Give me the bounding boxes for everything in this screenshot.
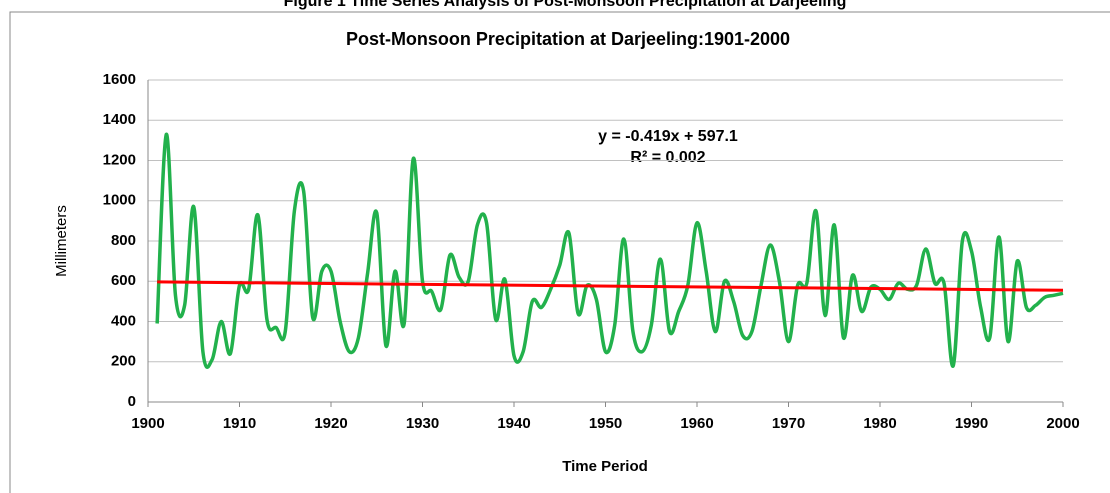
x-axis-label: Time Period xyxy=(562,458,648,475)
x-tick-label: 1970 xyxy=(772,415,805,432)
x-tick-label: 2000 xyxy=(1046,415,1079,432)
x-tick-label: 1930 xyxy=(406,415,439,432)
x-tick-label: 1900 xyxy=(131,415,164,432)
chart-frame xyxy=(9,11,1110,493)
annotation: R² = 0.002 xyxy=(630,149,705,166)
chart-title: Post-Monsoon Precipitation at Darjeeling… xyxy=(346,29,790,49)
x-tick-label: 1920 xyxy=(314,415,347,432)
y-tick-label: 400 xyxy=(111,312,136,329)
y-tick-label: 1200 xyxy=(103,151,136,168)
y-tick-label: 1400 xyxy=(103,111,136,128)
y-axis-label: Millimeters xyxy=(53,205,70,277)
x-tick-label: 1940 xyxy=(497,415,530,432)
figure-caption: Figure 1 Time Series Analysis of Post-Mo… xyxy=(284,0,847,10)
x-tick-label: 1980 xyxy=(863,415,896,432)
y-tick-label: 800 xyxy=(111,232,136,249)
y-tick-label: 200 xyxy=(111,353,136,370)
y-tick-label: 600 xyxy=(111,272,136,289)
annotation: y = -0.419x + 597.1 xyxy=(598,128,738,145)
y-tick-label: 1000 xyxy=(103,192,136,209)
x-tick-label: 1990 xyxy=(955,415,988,432)
x-tick-label: 1960 xyxy=(680,415,713,432)
x-tick-label: 1910 xyxy=(223,415,256,432)
y-tick-label: 0 xyxy=(128,393,136,410)
x-tick-label: 1950 xyxy=(589,415,622,432)
trend-line xyxy=(157,280,1064,292)
y-tick-label: 1600 xyxy=(103,71,136,88)
